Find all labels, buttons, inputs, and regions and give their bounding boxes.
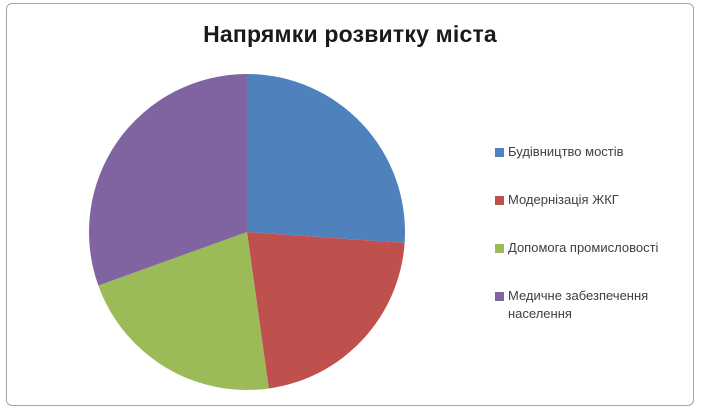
pie-chart xyxy=(89,74,405,390)
pie-slice-2 xyxy=(98,232,269,390)
legend-swatch xyxy=(495,243,504,253)
legend-label: Модернізація ЖКГ xyxy=(508,192,619,207)
legend-item: Будівництво мостів xyxy=(495,143,685,161)
legend-label: Будівництво мостів xyxy=(508,144,624,159)
pie-slice-1 xyxy=(247,232,405,389)
legend-item: Модернізація ЖКГ xyxy=(495,191,685,209)
pie-slice-0 xyxy=(247,74,405,243)
legend-label: Медичне забезпечення населення xyxy=(508,288,649,321)
legend-item: Допомога промисловості xyxy=(495,239,685,257)
legend: Будівництво мостів Модернізація ЖКГ Допо… xyxy=(495,143,685,353)
pie-slice-3 xyxy=(89,74,247,286)
legend-item: Медичне забезпечення населення xyxy=(495,287,685,323)
legend-swatch xyxy=(495,195,504,205)
legend-label: Допомога промисловості xyxy=(508,240,659,255)
legend-swatch xyxy=(495,147,504,157)
chart-title: Напрямки розвитку міста xyxy=(203,21,497,47)
legend-swatch xyxy=(495,291,504,301)
